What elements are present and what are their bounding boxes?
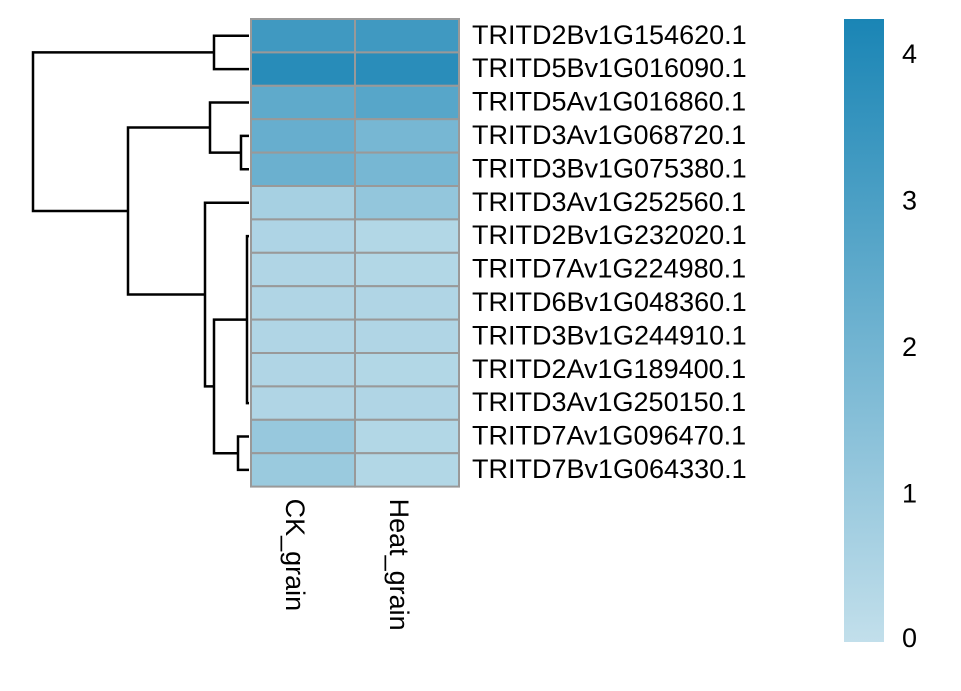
legend-color-bar bbox=[844, 19, 884, 642]
heatmap-cell bbox=[354, 151, 460, 188]
dendrogram-branch bbox=[212, 34, 249, 71]
heatmap-cell bbox=[354, 318, 460, 355]
column-label: Heat_grain bbox=[384, 499, 414, 631]
row-dendrogram bbox=[31, 34, 249, 472]
heatmap-cell bbox=[250, 18, 356, 54]
heatmap-cell bbox=[354, 251, 460, 288]
heatmap-cell bbox=[354, 418, 460, 455]
dendrogram-branch bbox=[245, 234, 249, 405]
row-label: TRITD6Bv1G048360.1 bbox=[472, 287, 747, 317]
dendrogram-branch bbox=[208, 101, 249, 154]
row-label: TRITD3Bv1G244910.1 bbox=[472, 320, 747, 350]
heatmap-cell bbox=[354, 452, 460, 488]
heatmap-cell bbox=[250, 285, 356, 321]
heatmap-cell bbox=[250, 185, 356, 221]
heatmap-cell bbox=[250, 352, 356, 388]
column-label: CK_grain bbox=[280, 499, 310, 612]
heatmap-cell bbox=[354, 185, 460, 221]
heatmap-cell bbox=[354, 218, 460, 254]
heatmap-cell bbox=[250, 418, 356, 455]
row-label: TRITD2Bv1G154620.1 bbox=[472, 20, 747, 50]
row-label: TRITD7Bv1G064330.1 bbox=[472, 454, 747, 484]
heatmap-cell bbox=[250, 251, 356, 288]
heatmap-cell bbox=[250, 84, 356, 121]
row-label: TRITD3Av1G068720.1 bbox=[472, 120, 746, 150]
dendrogram-branch bbox=[126, 126, 210, 296]
heatmap-cell bbox=[354, 84, 460, 121]
heatmap-cell bbox=[354, 118, 460, 154]
heatmap-cell bbox=[354, 352, 460, 388]
heatmap-cell bbox=[250, 452, 356, 488]
dendrogram-branch bbox=[212, 318, 247, 455]
row-label: TRITD3Av1G250150.1 bbox=[472, 387, 746, 417]
dendrogram-branch bbox=[239, 134, 249, 171]
row-label: TRITD5Av1G016860.1 bbox=[472, 87, 746, 117]
row-label: TRITD2Av1G189400.1 bbox=[472, 354, 746, 384]
dendrogram-branch bbox=[236, 435, 249, 472]
heatmap-cell bbox=[354, 18, 460, 54]
legend-tick-label: 2 bbox=[902, 332, 917, 362]
dendrogram-branch bbox=[203, 201, 249, 388]
legend-tick-label: 1 bbox=[902, 479, 917, 509]
heatmap-cell bbox=[250, 318, 356, 355]
row-label: TRITD7Av1G224980.1 bbox=[472, 254, 746, 284]
dendrogram-branch bbox=[31, 51, 214, 213]
heatmap-cells bbox=[250, 18, 460, 488]
heatmap-cell bbox=[354, 51, 460, 87]
legend-tick-label: 3 bbox=[902, 185, 917, 215]
heatmap-cell bbox=[354, 285, 460, 321]
color-legend: 0 1 2 3 4 bbox=[844, 19, 917, 653]
row-label: TRITD7Av1G096470.1 bbox=[472, 421, 746, 451]
heatmap-cell bbox=[354, 385, 460, 421]
row-label: TRITD5Bv1G016090.1 bbox=[472, 53, 747, 83]
row-label: TRITD3Av1G252560.1 bbox=[472, 187, 746, 217]
heatmap-cell bbox=[250, 151, 356, 188]
heatmap-cell bbox=[250, 51, 356, 87]
heatmap-cell bbox=[250, 385, 356, 421]
legend-tick-label: 0 bbox=[902, 623, 917, 653]
heatmap-cell bbox=[250, 218, 356, 254]
heatmap-cell bbox=[250, 118, 356, 154]
legend-tick-label: 4 bbox=[902, 39, 917, 69]
row-label: TRITD3Bv1G075380.1 bbox=[472, 153, 747, 183]
row-label: TRITD2Bv1G232020.1 bbox=[472, 220, 747, 250]
column-labels: CK_grain Heat_grain bbox=[280, 499, 414, 631]
